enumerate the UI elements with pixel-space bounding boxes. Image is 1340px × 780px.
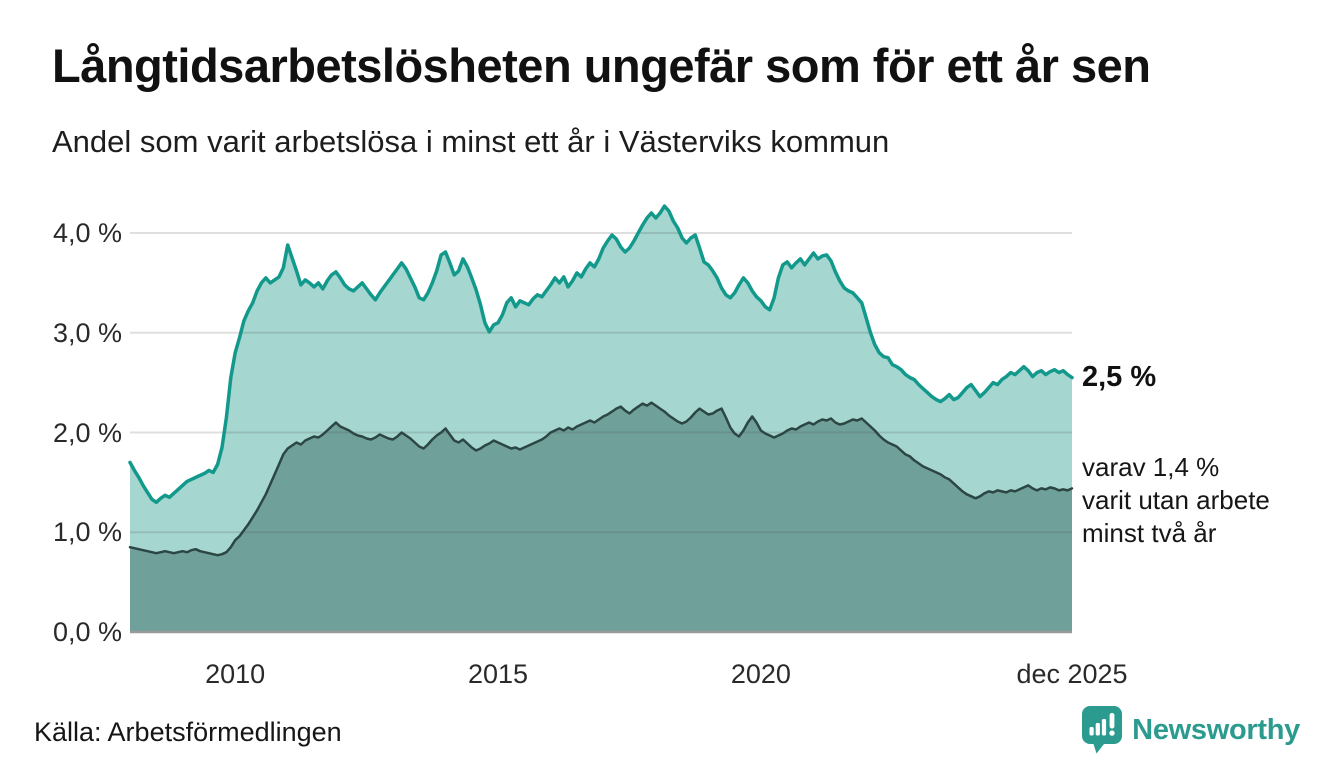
chart-title: Långtidsarbetslösheten ungefär som för e…	[52, 39, 1151, 92]
chart-subtitle: Andel som varit arbetslösa i minst ett å…	[52, 124, 890, 159]
x-axis-label: 2010	[205, 659, 266, 689]
y-axis-label: 4,0 %	[52, 218, 122, 248]
y-axis-label: 2,0 %	[52, 417, 122, 448]
series2-line	[128, 401, 1074, 557]
x-axis-label: 2020	[730, 659, 791, 689]
series2-annotation: varav 1,4 % varit utan arbete minst två …	[1082, 452, 1270, 548]
newsworthy-logo: Newsworthy	[1082, 706, 1300, 754]
series1-end-value-label: 2,5 %	[1082, 361, 1157, 393]
x-axis-label: 2015	[467, 659, 529, 689]
series2-area	[130, 402, 1072, 632]
y-axis-label: 3,0 %	[52, 317, 122, 348]
x-axis-label: dec 2025	[1016, 659, 1128, 689]
source-note: Källa: Arbetsförmedlingen	[34, 717, 342, 747]
y-axis-label: 0,0 %	[52, 617, 122, 647]
newsworthy-bubble-chart-icon	[1082, 706, 1123, 754]
newsworthy-wordmark: Newsworthy	[1132, 713, 1300, 746]
y-axis-label: 1,0 %	[52, 517, 122, 548]
series1-line	[128, 204, 1074, 505]
